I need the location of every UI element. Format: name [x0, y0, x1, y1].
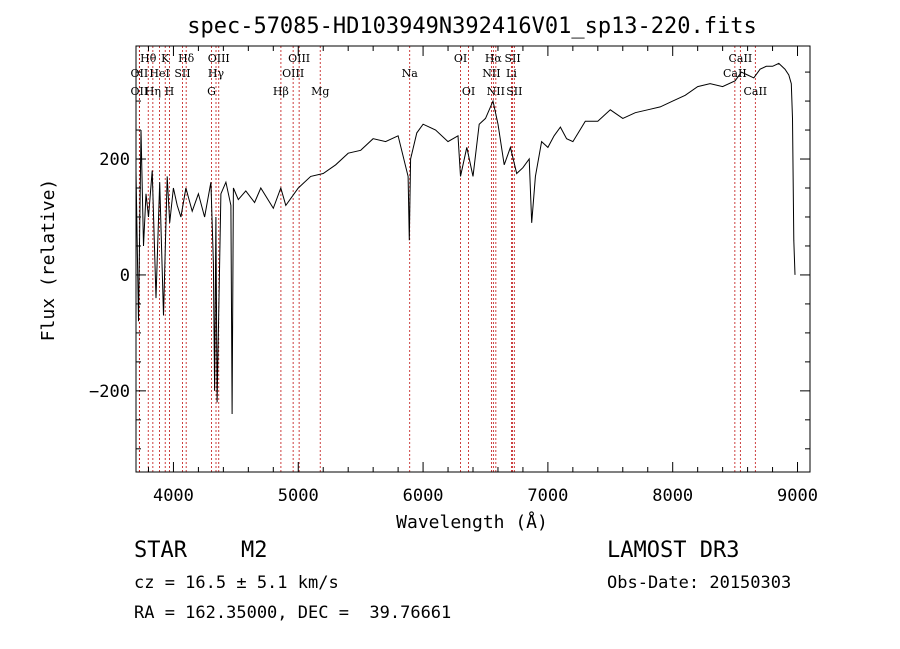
x-tick-label: 5000 — [278, 486, 319, 506]
survey-label: LAMOST DR3 — [607, 538, 740, 563]
chart-title: spec-57085-HD103949N392416V01_sp13-220.f… — [187, 14, 757, 39]
y-tick-label: 200 — [99, 150, 130, 170]
spectral-line-label: Hγ — [208, 67, 225, 80]
y-tick-label: −200 — [89, 382, 130, 402]
coordinates: RA = 162.35000, DEC = 39.76661 — [134, 603, 452, 623]
spectral-line-label: OIII — [282, 67, 304, 80]
spectral-line-labels: OII OII Hθ Hη HeI K H SII Hδ G Hγ OIII Hβ OIII OIII Mg N… — [131, 52, 768, 98]
spectral-line-label: NII — [482, 67, 500, 80]
spectral-line-label: Hα — [485, 52, 503, 65]
spectral-line-label: HeI — [149, 67, 169, 80]
spectrum-series-line — [135, 62, 796, 415]
spectral-line-label: Hβ — [273, 85, 289, 98]
spectral-line-label: CaII — [743, 85, 767, 98]
spectral-line-label: SII — [174, 67, 190, 80]
spectral-line-label: Hθ — [140, 52, 157, 65]
spectral-line-label: CaII — [723, 67, 747, 80]
spectral-line-label: Li — [506, 67, 517, 80]
spectral-line-label: CaII — [729, 52, 753, 65]
spectral-line-label: Mg — [311, 85, 329, 98]
plot-frame — [135, 45, 811, 473]
spectral-line-label: H — [165, 85, 175, 98]
spectral-line-label: Hδ — [178, 52, 195, 65]
x-tick-label: 6000 — [403, 486, 444, 506]
spectral-line-label: OI — [462, 85, 475, 98]
spectral-line-label: Na — [402, 67, 419, 80]
spectral-subclass: M2 — [241, 538, 268, 563]
axis-ticks: 4000 5000 6000 7000 8000 9000 −200 0 200 — [89, 46, 818, 506]
observation-date: Obs-Date: 20150303 — [607, 573, 792, 593]
y-axis-label: Flux (relative) — [38, 179, 59, 342]
spectral-line-label: K — [161, 52, 170, 65]
x-tick-label: 9000 — [777, 486, 818, 506]
object-class: STAR — [134, 538, 187, 563]
spectral-line-label: OI — [454, 52, 467, 65]
spectral-line-label: SII — [504, 52, 520, 65]
spectral-line-label: G — [207, 85, 216, 98]
x-tick-label: 8000 — [652, 486, 693, 506]
spectral-line-label: SII — [506, 85, 522, 98]
spectral-line-label: Hη — [145, 85, 161, 98]
y-tick-label: 0 — [120, 266, 130, 286]
x-tick-label: 4000 — [153, 486, 194, 506]
x-tick-label: 7000 — [527, 486, 568, 506]
spectral-line-label: OIII — [208, 52, 230, 65]
spectral-line-label: OIII — [288, 52, 310, 65]
x-axis-label: Wavelength (Å) — [396, 511, 548, 533]
spectral-line-label: OII — [131, 67, 149, 80]
spectral-line-label: NII — [487, 85, 505, 98]
redshift-velocity: cz = 16.5 ± 5.1 km/s — [134, 573, 339, 593]
spectral-line-label: OII — [131, 85, 149, 98]
